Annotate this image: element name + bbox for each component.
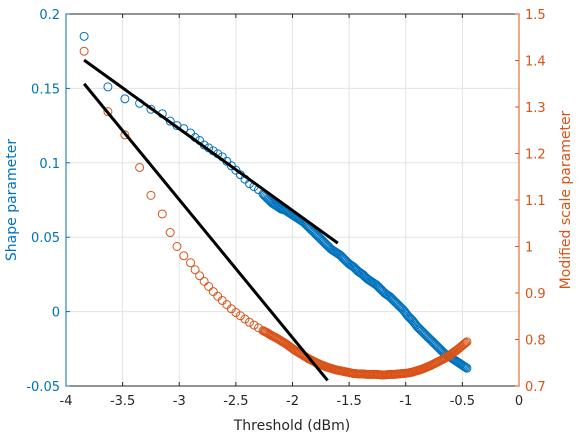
y-right-tick-label: 0.7 <box>525 380 546 395</box>
data-point <box>409 317 419 327</box>
data-point <box>231 308 241 318</box>
series-layer <box>79 31 472 382</box>
data-point <box>460 362 470 372</box>
x-tick-label: -2 <box>286 394 299 409</box>
data-point <box>103 82 113 92</box>
x-tick-label: -3.5 <box>110 394 135 409</box>
x-tick-label: -0.5 <box>450 394 475 409</box>
series-scale <box>79 46 472 380</box>
y-right-tick-label: 1.1 <box>525 194 546 209</box>
data-point <box>179 251 189 261</box>
data-point <box>460 339 470 349</box>
y-right-tick-label: 1.4 <box>525 55 546 70</box>
data-point <box>204 281 214 291</box>
data-point <box>146 190 156 200</box>
data-point <box>244 317 254 327</box>
x-tick-label: -4 <box>60 394 73 409</box>
x-tick-label: -2.5 <box>223 394 248 409</box>
data-point <box>190 265 200 275</box>
data-point <box>400 307 410 317</box>
data-point <box>208 287 218 297</box>
data-point <box>120 130 130 140</box>
y-right-tick-label: 1.3 <box>525 101 546 116</box>
x-tick-label: -1.5 <box>336 394 361 409</box>
y-left-tick-label: 0.2 <box>39 8 60 23</box>
y-left-tick-label: 0.1 <box>39 157 60 172</box>
y-right-tick-label: 0.8 <box>525 334 546 349</box>
y-left-tick-label: -0.05 <box>26 380 60 395</box>
data-point <box>186 258 196 268</box>
y-right-tick-label: 1 <box>525 241 533 256</box>
x-axis-label: Threshold (dBm) <box>233 418 351 434</box>
data-point <box>79 31 89 41</box>
y-right-tick-label: 1.2 <box>525 148 546 163</box>
data-point <box>461 362 471 372</box>
x-tick-label: 0 <box>515 394 523 409</box>
y-left-tick-label: 0.05 <box>31 231 60 246</box>
ticks: -4 -3.5 -3 -2.5 -2 -1.5 -1 -0.5 0 -0.05 0 0.05 0.1 0.… <box>26 8 545 409</box>
data-point <box>235 311 245 321</box>
data-point <box>165 228 175 238</box>
data-point <box>120 94 130 104</box>
data-point <box>395 302 405 312</box>
data-point <box>240 314 250 324</box>
fit-line-3 <box>82 82 329 382</box>
x-tick-label: -3 <box>173 394 186 409</box>
data-point <box>146 104 156 114</box>
data-point <box>462 337 472 347</box>
data-point <box>135 162 145 172</box>
data-point <box>157 209 167 219</box>
y-axis-label-right: Modified scale parameter <box>558 110 574 289</box>
data-point <box>249 320 259 330</box>
data-point <box>195 271 205 281</box>
x-tick-label: -1 <box>399 394 412 409</box>
data-point <box>404 312 414 322</box>
data-point <box>408 316 418 326</box>
data-point <box>172 242 182 251</box>
data-point <box>398 305 408 315</box>
data-point <box>461 338 471 348</box>
y-axis-label-left: Shape parameter <box>4 139 20 261</box>
data-point <box>103 107 113 117</box>
y-right-tick-label: 1.5 <box>525 8 546 23</box>
data-point <box>199 276 209 286</box>
data-point <box>79 46 89 56</box>
y-right-tick-label: 0.9 <box>525 287 546 302</box>
fit-line-2 <box>83 58 339 245</box>
y-left-tick-label: 0 <box>52 306 60 321</box>
data-point <box>462 363 472 373</box>
y-left-tick-label: 0.15 <box>31 82 60 97</box>
